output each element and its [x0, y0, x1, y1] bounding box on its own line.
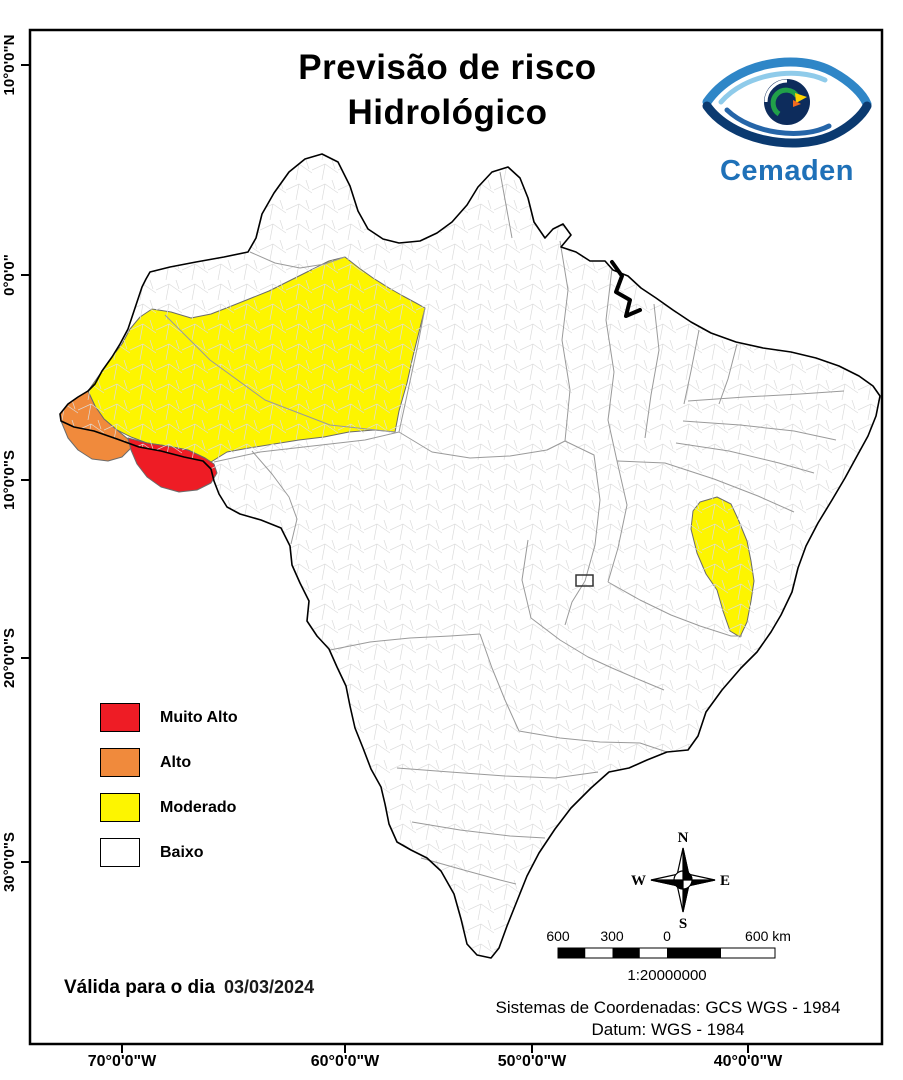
compass-rose: N S W E	[631, 830, 730, 932]
lat-label-30s: 30°0'0"S	[1, 832, 18, 892]
compass-south-label: S	[679, 916, 687, 932]
legend-item-alto: Alto	[100, 748, 238, 777]
cemaden-logo: Cemaden	[697, 50, 877, 188]
compass-north-label: N	[678, 830, 689, 846]
scale-tick-300: 300	[600, 928, 624, 944]
legend-item-muito-alto: Muito Alto	[100, 703, 238, 732]
legend-item-moderado: Moderado	[100, 793, 238, 822]
legend-swatch-baixo	[100, 838, 140, 867]
lon-label-40w: 40°0'0"W	[714, 1053, 783, 1070]
coordinate-system-note: Sistemas de Coordenadas: GCS WGS - 1984 …	[430, 997, 903, 1042]
federal-district-outline	[575, 574, 594, 587]
municipal-boundaries-texture	[60, 154, 880, 958]
lon-label-50w: 50°0'0"W	[498, 1053, 567, 1070]
legend-item-baixo: Baixo	[100, 838, 238, 867]
lon-label-70w: 70°0'0"W	[88, 1053, 157, 1070]
scale-tick-600-km: 600 km	[745, 928, 791, 944]
title-line-2: Hidrológico	[347, 92, 548, 132]
datum-line: Datum: WGS - 1984	[591, 1020, 745, 1040]
validity-note: Válida para o dia 03/03/2024	[64, 977, 314, 999]
coordinate-system-line: Sistemas de Coordenadas: GCS WGS - 1984	[495, 998, 841, 1017]
legend-label-baixo: Baixo	[160, 843, 204, 861]
map-frame	[28, 28, 884, 1046]
axis-ticks	[21, 64, 749, 1053]
lat-label-20s: 20°0'0"S	[1, 628, 18, 688]
scale-bar: 600 300 0 600 km 1:20000000	[546, 928, 791, 984]
scale-tick-600-left: 600	[546, 928, 570, 944]
cemaden-wordmark: Cemaden	[719, 155, 855, 187]
legend-label-moderado: Moderado	[160, 798, 237, 816]
title-line-1: Previsão de risco	[298, 48, 597, 87]
scale-tick-0: 0	[663, 928, 671, 944]
compass-west-label: W	[631, 873, 646, 889]
legend-label-alto: Alto	[160, 753, 192, 771]
validity-date: 03/03/2024	[224, 977, 315, 997]
legend-swatch-alto	[100, 748, 140, 777]
state-boundaries	[164, 171, 845, 885]
scale-ratio-label: 1:20000000	[627, 967, 706, 984]
legend-swatch-muito-alto	[100, 703, 140, 732]
lat-label-10s: 10°0'0"S	[1, 450, 18, 510]
legend-swatch-moderado	[100, 793, 140, 822]
page-title: Previsão de risco Hidrológico	[210, 46, 685, 136]
compass-east-label: E	[720, 873, 730, 889]
lat-label-10n: 10°0'0"N	[1, 35, 18, 96]
lon-label-60w: 60°0'0"W	[311, 1053, 380, 1070]
cemaden-eye-icon	[702, 57, 872, 148]
brazil-country-outline	[59, 153, 881, 959]
validity-label: Válida para o dia	[64, 977, 215, 998]
risk-legend: Muito Alto Alto Moderado Baixo	[100, 703, 238, 883]
lat-label-0: 0°0'0"	[1, 254, 18, 296]
legend-label-muito-alto: Muito Alto	[160, 708, 238, 726]
